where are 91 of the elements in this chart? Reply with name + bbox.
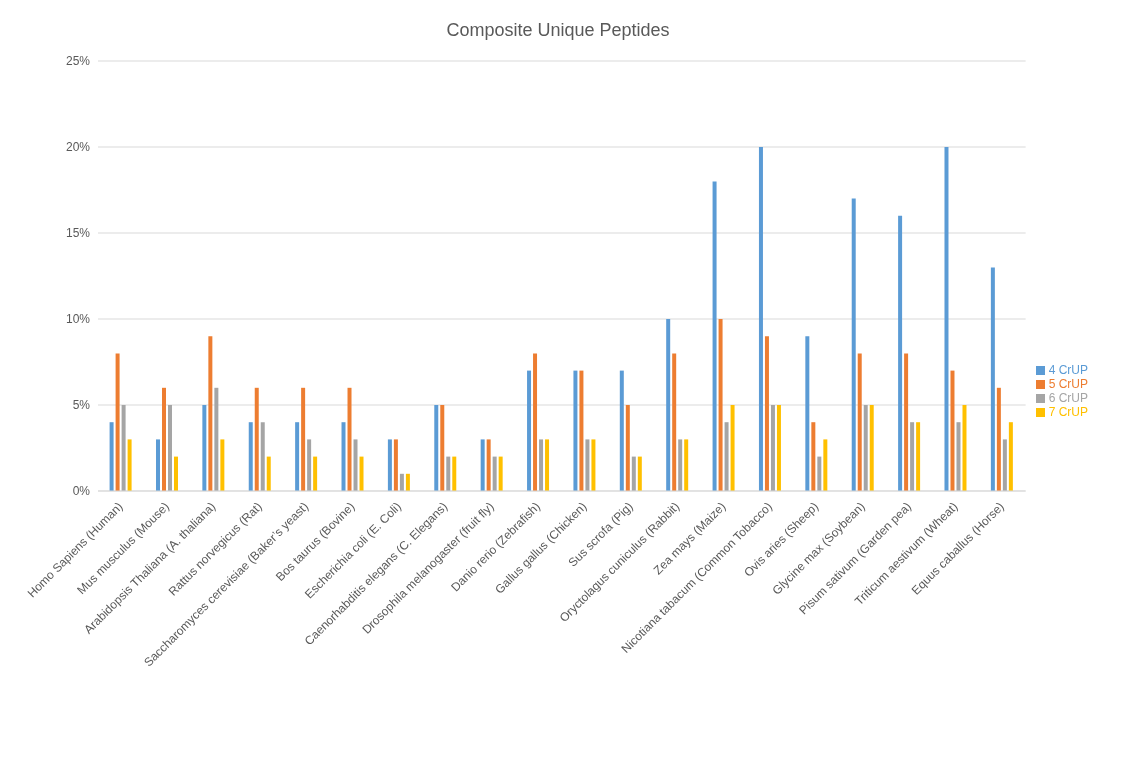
bar: [545, 439, 550, 491]
bar: [585, 439, 590, 491]
bar: [823, 439, 828, 491]
bar: [313, 456, 318, 491]
legend-label: 4 CrUP: [1048, 363, 1088, 377]
bar: [341, 422, 346, 491]
bar: [805, 336, 810, 491]
bar: [1002, 439, 1007, 491]
bar: [730, 405, 735, 491]
bar: [678, 439, 683, 491]
bar: [393, 439, 398, 491]
bar: [155, 439, 160, 491]
bar: [944, 147, 949, 491]
bar: [405, 473, 410, 491]
bar: [950, 370, 955, 491]
bar: [121, 405, 126, 491]
bar: [434, 405, 439, 491]
bar: [115, 353, 120, 491]
bar: [579, 370, 584, 491]
bar: [811, 422, 816, 491]
bar: [539, 439, 544, 491]
bar: [492, 456, 497, 491]
y-tick-label: 10%: [65, 312, 91, 327]
bar: [666, 319, 671, 491]
bar: [817, 456, 822, 491]
legend-label: 7 CrUP: [1048, 405, 1088, 419]
bar: [220, 439, 225, 491]
bar: [631, 456, 636, 491]
bar: [167, 405, 172, 491]
y-tick-label: 25%: [65, 54, 91, 69]
bar: [962, 405, 967, 491]
y-tick-label: 15%: [65, 226, 91, 241]
bar: [672, 353, 677, 491]
bar: [533, 353, 538, 491]
y-tick-label: 20%: [65, 140, 91, 155]
bar: [295, 422, 300, 491]
bar: [127, 439, 132, 491]
legend-label: 6 CrUP: [1048, 391, 1088, 405]
bar: [498, 456, 503, 491]
bar: [851, 198, 856, 491]
bar: [214, 387, 219, 491]
bar: [527, 370, 532, 491]
bar: [480, 439, 485, 491]
bar: [625, 405, 630, 491]
legend-label: 5 CrUP: [1048, 377, 1088, 391]
bar: [904, 353, 909, 491]
bar: [637, 456, 642, 491]
bar: [573, 370, 578, 491]
bar: [161, 387, 166, 491]
bar: [347, 387, 352, 491]
bar: [173, 456, 178, 491]
bar: [307, 439, 312, 491]
y-tick-label: 0%: [72, 484, 91, 499]
bar: [869, 405, 874, 491]
bar: [776, 405, 781, 491]
bar: [857, 353, 862, 491]
bar: [591, 439, 596, 491]
bar: [399, 473, 404, 491]
bar: [724, 422, 729, 491]
bar: [301, 387, 306, 491]
bar: [452, 456, 457, 491]
bar: [770, 405, 775, 491]
bar: [764, 336, 769, 491]
bar: [208, 336, 213, 491]
bar: [486, 439, 491, 491]
y-tick-label: 5%: [72, 398, 91, 413]
bar: [916, 422, 921, 491]
chart-title: Composite Unique Peptides: [445, 20, 671, 41]
bar: [910, 422, 915, 491]
bar: [248, 422, 253, 491]
bar: [956, 422, 961, 491]
bar: [109, 422, 114, 491]
bar: [996, 387, 1001, 491]
bar: [1008, 422, 1013, 491]
bar: [898, 215, 903, 491]
bar: [718, 319, 723, 491]
bar: [863, 405, 868, 491]
bar: [359, 456, 364, 491]
bar: [202, 405, 207, 491]
bar: [353, 439, 358, 491]
bar: [619, 370, 624, 491]
bar: [990, 267, 995, 491]
bar: [440, 405, 445, 491]
bar: [684, 439, 689, 491]
bar: [712, 181, 717, 491]
bar: [254, 387, 259, 491]
bar: [758, 147, 763, 491]
bar: [446, 456, 451, 491]
bar: [260, 422, 265, 491]
bar: [387, 439, 392, 491]
bar: [266, 456, 271, 491]
